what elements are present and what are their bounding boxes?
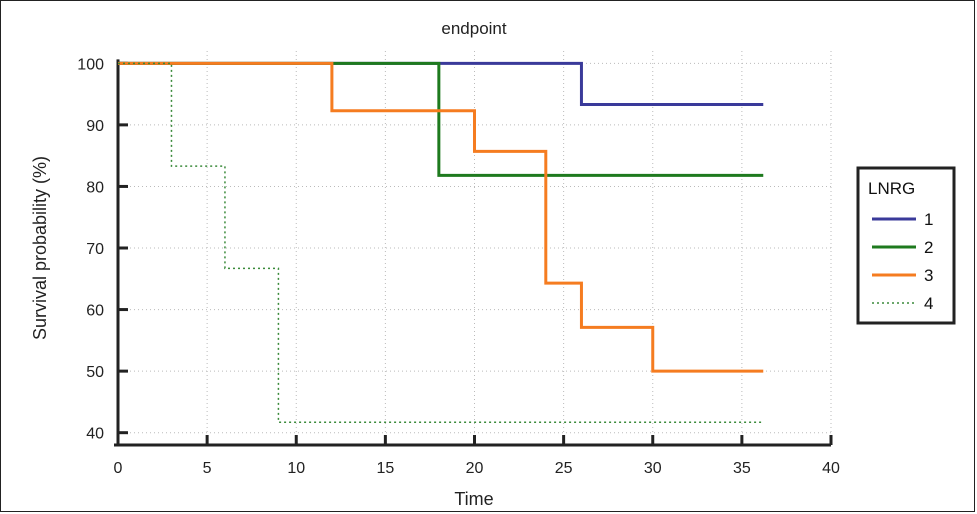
x-axis-title: Time	[454, 489, 493, 509]
legend: LNRG 1 2 3 4	[856, 166, 956, 325]
x-tick-label-40: 40	[822, 460, 840, 477]
chart-title: endpoint	[441, 19, 507, 38]
y-tick-label-50: 50	[86, 364, 104, 381]
y-tick-label-60: 60	[86, 303, 104, 320]
y-axis-title: Survival probability (%)	[30, 156, 50, 340]
x-tick-label-35: 35	[733, 460, 751, 477]
series-line-3	[118, 61, 764, 373]
legend-title: LNRG	[868, 179, 915, 198]
legend-label-4: 4	[924, 294, 933, 313]
series-line-1	[118, 61, 764, 107]
legend-label-3: 3	[924, 266, 933, 285]
axes: 0 5 10 15 20 25 30 35 40 40 50 60 70 80 90 100	[77, 56, 840, 477]
series-group	[118, 61, 764, 423]
legend-label-1: 1	[924, 210, 933, 229]
x-tick-label-0: 0	[114, 460, 123, 477]
x-tick-label-25: 25	[555, 460, 573, 477]
x-tick-label-30: 30	[644, 460, 662, 477]
x-tick-label-10: 10	[287, 460, 305, 477]
x-tick-label-20: 20	[466, 460, 484, 477]
series-line-4	[118, 62, 764, 423]
x-tick-label-5: 5	[203, 460, 212, 477]
y-tick-label-40: 40	[86, 426, 104, 443]
x-tick-label-15: 15	[376, 460, 394, 477]
y-tick-label-100: 100	[77, 56, 104, 73]
y-tick-label-90: 90	[86, 118, 104, 135]
series-line-2	[118, 61, 764, 177]
legend-label-2: 2	[924, 238, 933, 257]
y-tick-label-70: 70	[86, 241, 104, 258]
y-tick-label-80: 80	[86, 179, 104, 196]
